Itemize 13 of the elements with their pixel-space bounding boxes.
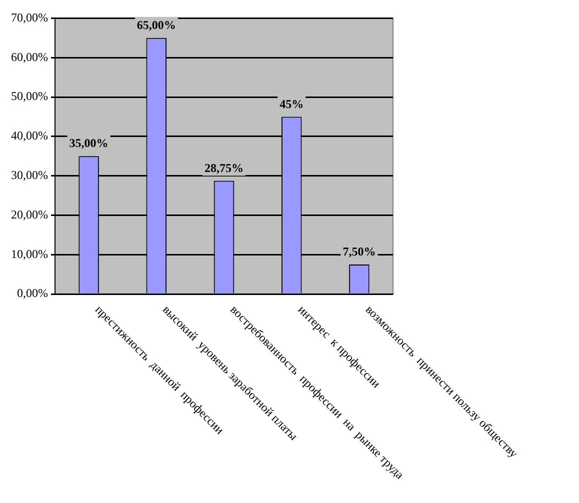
y-tick-label: 30,00%	[10, 168, 48, 182]
data-label: 7,50%	[342, 244, 376, 259]
data-label: 28,75%	[204, 160, 244, 175]
y-tick-label: 20,00%	[10, 207, 48, 222]
data-label: 35,00%	[69, 136, 108, 150]
y-tick-label: 50,00%	[10, 89, 48, 104]
y-tick-label: 70,00%	[10, 10, 48, 24]
y-tick-label: 10,00%	[10, 246, 48, 261]
data-label: 45%	[280, 96, 304, 111]
y-tick-label: 0,00%	[16, 286, 48, 300]
data-label: 65,00%	[136, 18, 176, 32]
y-tick-label: 60,00%	[10, 50, 48, 64]
y-tick-label: 40,00%	[10, 128, 48, 143]
